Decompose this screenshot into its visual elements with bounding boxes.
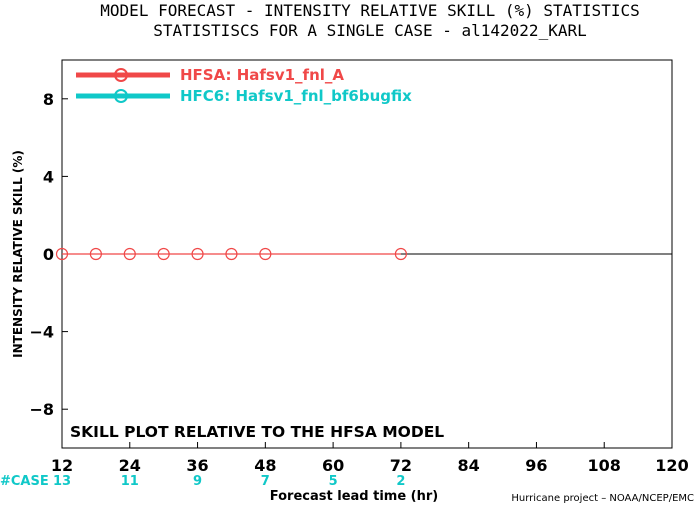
- y-axis: −8 −4 0 4 8: [29, 90, 68, 419]
- x-tick-label: 60: [322, 456, 344, 475]
- data-point: [123, 247, 136, 261]
- x-tick-label: 24: [119, 456, 141, 475]
- data-point: [394, 247, 407, 261]
- x-tick-label: 36: [186, 456, 208, 475]
- x-tick-label: 108: [588, 456, 621, 475]
- legend-entry: HFC6: Hafsv1_fnl_bf6bugfix: [180, 87, 412, 105]
- chart-title: MODEL FORECAST - INTENSITY RELATIVE SKIL…: [100, 1, 639, 20]
- x-tick-label: 120: [655, 456, 688, 475]
- y-tick-label: 8: [43, 90, 54, 109]
- x-axis: 12 24 36 48 60 72 84 96 108 120: [51, 442, 689, 475]
- case-label: #CASE: [0, 474, 49, 489]
- y-tick-label: 0: [43, 245, 54, 264]
- case-count: 7: [261, 474, 270, 489]
- y-tick-label: −4: [29, 323, 54, 342]
- legend-entry: HFSA: Hafsv1_fnl_A: [180, 66, 344, 84]
- case-count: 2: [396, 474, 405, 489]
- data-point: [157, 247, 170, 261]
- x-tick-label: 72: [390, 456, 412, 475]
- y-tick-label: −8: [29, 400, 54, 419]
- credit-text: Hurricane project – NOAA/NCEP/EMC: [511, 493, 694, 504]
- legend-marker: [114, 89, 128, 103]
- chart-subtitle: STATISTISCS FOR A SINGLE CASE - al142022…: [153, 21, 586, 40]
- x-tick-label: 12: [51, 456, 73, 475]
- data-point: [55, 247, 69, 261]
- data-point: [259, 247, 272, 261]
- case-count: 5: [329, 474, 338, 489]
- case-count: 13: [53, 474, 71, 489]
- x-tick-label: 96: [525, 456, 547, 475]
- series-layer: [55, 247, 407, 261]
- case-count-row: #CASE 13 11 9 7 5 2: [0, 474, 405, 489]
- data-point: [225, 247, 238, 261]
- data-point: [191, 247, 204, 261]
- case-count: 11: [121, 474, 139, 489]
- data-point: [89, 247, 102, 261]
- case-count: 9: [193, 474, 202, 489]
- legend: HFSA: Hafsv1_fnl_A HFC6: Hafsv1_fnl_bf6bu…: [76, 66, 412, 105]
- x-tick-label: 48: [254, 456, 276, 475]
- legend-marker: [114, 68, 128, 82]
- x-axis-label: Forecast lead time (hr): [270, 489, 438, 504]
- y-axis-label: INTENSITY RELATIVE SKILL (%): [11, 150, 25, 358]
- skill-annotation: SKILL PLOT RELATIVE TO THE HFSA MODEL: [70, 423, 444, 441]
- y-tick-label: 4: [43, 167, 54, 186]
- x-tick-label: 84: [458, 456, 480, 475]
